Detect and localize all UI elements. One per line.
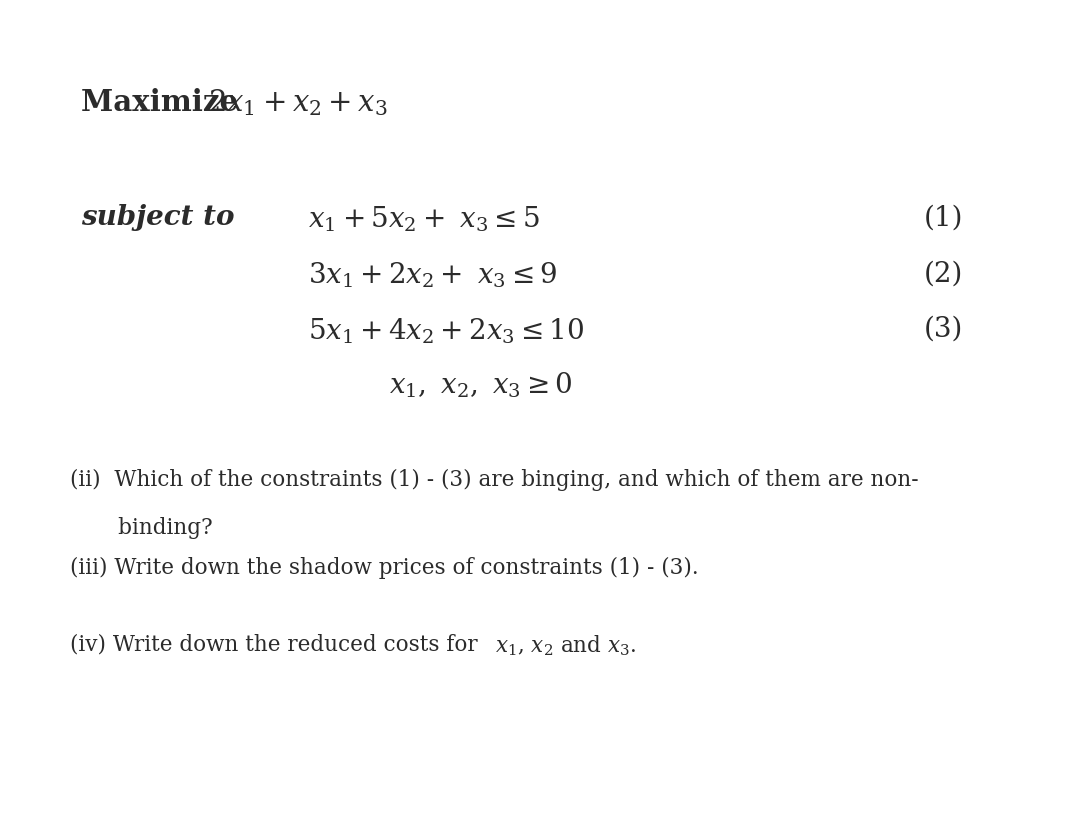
Text: (iii) Write down the shadow prices of constraints (1) - (3).: (iii) Write down the shadow prices of co… — [70, 557, 699, 579]
Text: subject to: subject to — [81, 204, 234, 231]
Text: (3): (3) — [923, 316, 962, 343]
Text: (1): (1) — [923, 204, 963, 231]
Text: $x_1$, $x_2$ and $x_3$.: $x_1$, $x_2$ and $x_3$. — [495, 634, 636, 658]
Text: $5x_1 + 4x_2 + 2x_3 \leq 10$: $5x_1 + 4x_2 + 2x_3 \leq 10$ — [308, 316, 584, 345]
Text: (iv) Write down the reduced costs for: (iv) Write down the reduced costs for — [70, 634, 485, 656]
Text: (ii)  Which of the constraints (1) - (3) are binging, and which of them are non-: (ii) Which of the constraints (1) - (3) … — [70, 469, 919, 490]
Text: $2x_1 +  x_2 +  x_3$: $2x_1 + x_2 + x_3$ — [208, 88, 388, 118]
Text: $x_1,\ x_2,\ x_3 \geq 0$: $x_1,\ x_2,\ x_3 \geq 0$ — [389, 370, 572, 399]
Text: binding?: binding? — [70, 517, 213, 539]
Text: (2): (2) — [923, 260, 962, 287]
Text: $3x_1 + 2x_2 +\ x_3 \leq 9$: $3x_1 + 2x_2 +\ x_3 \leq 9$ — [308, 260, 557, 289]
Text: Maximize: Maximize — [81, 88, 248, 117]
Text: $x_1 + 5x_2 +\ x_3 \leq 5$: $x_1 + 5x_2 +\ x_3 \leq 5$ — [308, 204, 539, 234]
